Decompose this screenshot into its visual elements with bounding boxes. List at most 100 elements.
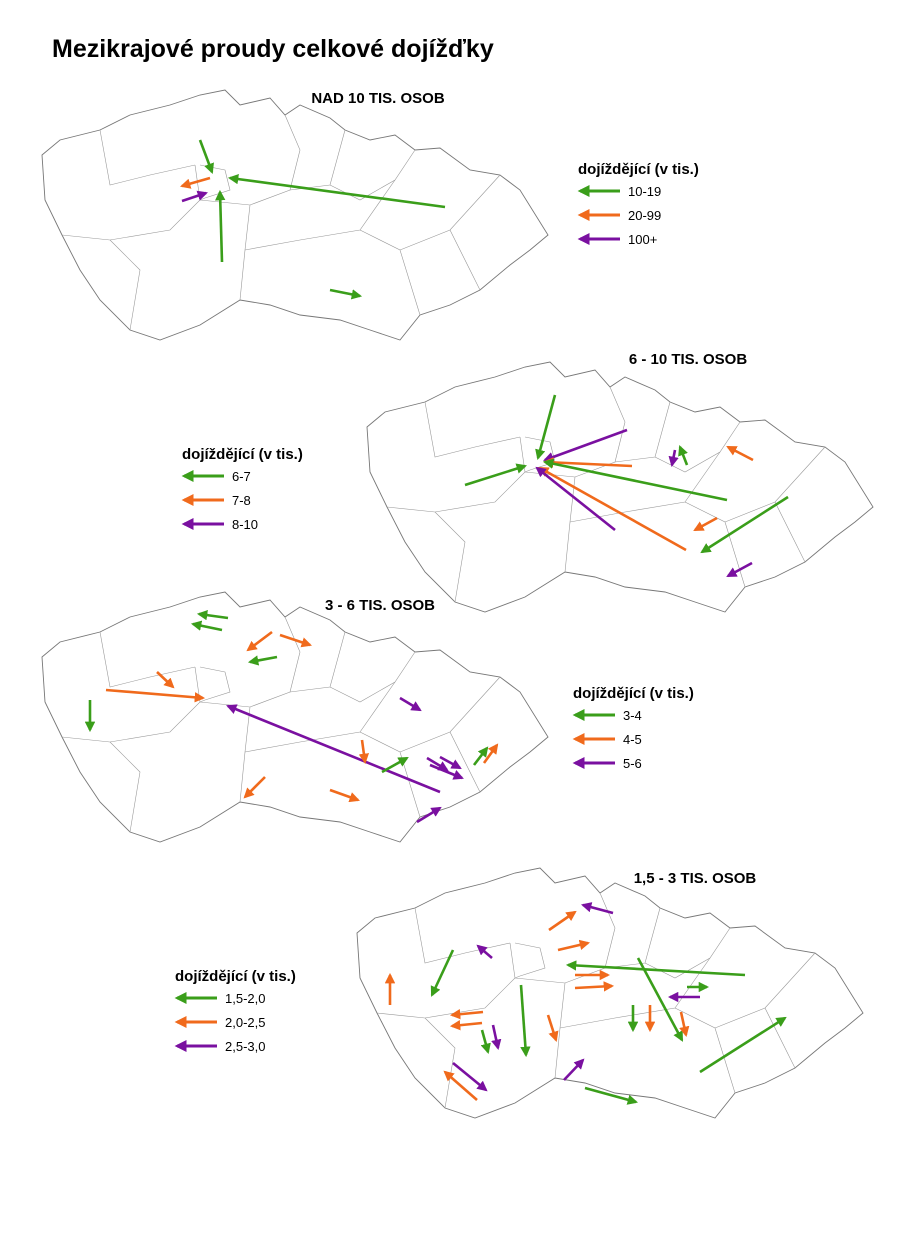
legend-item-label: 3-4: [623, 708, 642, 723]
region-border: [514, 892, 616, 984]
region-border: [449, 731, 481, 793]
legend-title: dojíždějící (v tis.): [175, 968, 296, 985]
flow-arrow-orange: [548, 910, 577, 932]
flow-arrow-green: [215, 189, 226, 263]
region-border: [289, 129, 346, 191]
country-outline: [41, 591, 549, 843]
flow-arrow-orange: [693, 516, 718, 532]
region-border: [359, 731, 421, 818]
flow-arrow-orange: [180, 176, 211, 189]
region-border: [109, 741, 141, 833]
region-border: [386, 436, 526, 513]
region-border: [199, 114, 301, 206]
region-border: [764, 1007, 796, 1069]
region-border: [654, 421, 741, 473]
legend: dojíždějící (v tis.) 10-19 20-99 100+: [577, 161, 699, 247]
flow-arrow-orange: [279, 633, 312, 648]
flow-arrow-purple: [399, 696, 422, 712]
flow-arrow-green: [196, 609, 229, 621]
flow-arrow-purple: [580, 902, 614, 915]
flow-arrow-purple: [426, 756, 449, 772]
flow-arrow-green: [678, 445, 689, 466]
region-border: [604, 907, 661, 969]
region-boundaries: [366, 361, 874, 613]
flow-arrow-orange: [358, 739, 370, 765]
flow-arrow-green: [227, 173, 446, 209]
flow-arrow-green: [535, 394, 557, 461]
flow-arrow-purple: [476, 944, 493, 959]
region-border: [774, 501, 806, 563]
flow-arrow-orange: [449, 1019, 483, 1031]
flow-arrow-green: [381, 756, 409, 774]
legend-item-label: 100+: [628, 232, 657, 247]
flow-arrow-orange: [329, 788, 360, 803]
region-border: [714, 952, 816, 1029]
flow-arrow-orange: [105, 688, 206, 703]
legend-title: dojíždějící (v tis.): [182, 446, 303, 463]
flow-arrow-purple: [439, 755, 462, 770]
flow-arrow-orange: [574, 981, 615, 992]
region-border: [329, 651, 416, 703]
flow-arrow-green: [198, 139, 214, 174]
flow-arrow-orange: [726, 445, 754, 462]
map-panel: 3 - 6 TIS. OSOB dojíždějící (v tis.) 3-4 4-…: [41, 591, 694, 843]
legend: dojíždějící (v tis.) 6-7 7-8 8-10: [181, 446, 303, 532]
region-border: [359, 229, 421, 316]
region-border: [554, 982, 566, 1079]
region-boundaries: [41, 89, 549, 341]
region-boundaries: [356, 867, 864, 1119]
flow-arrow-orange: [443, 1070, 478, 1101]
figure-title: Mezikrajové proudy celkové dojížďky: [52, 35, 494, 63]
region-border: [424, 1017, 456, 1109]
flow-arrow-purple: [543, 428, 628, 463]
country-outline: [356, 867, 864, 1119]
region-boundaries: [41, 591, 549, 843]
map-subtitle: NAD 10 TIS. OSOB: [311, 90, 445, 107]
region-border: [399, 174, 501, 251]
flow-arrow-green: [584, 1086, 639, 1105]
flow-arrow-orange: [246, 630, 273, 652]
legend-title: dojíždějící (v tis.): [573, 685, 694, 702]
map-subtitle: 6 - 10 TIS. OSOB: [629, 351, 748, 368]
legend: dojíždějící (v tis.) 1,5-2,0 2,0-2,5 2,5-3,…: [174, 968, 296, 1054]
legend-item-label: 2,0-2,5: [225, 1015, 265, 1030]
flow-arrow-orange: [557, 939, 591, 952]
flow-arrow-purple: [416, 806, 442, 824]
country-outline: [366, 361, 874, 613]
region-border: [61, 666, 201, 743]
flow-arrow-purple: [668, 449, 679, 468]
flow-arrow-green: [329, 288, 363, 300]
flow-arrow-green: [565, 960, 746, 977]
flow-arrow-purple: [181, 190, 208, 203]
flow-arrow-green: [472, 746, 489, 766]
region-border: [559, 957, 711, 1029]
country-outline: [41, 89, 549, 341]
region-border: [399, 676, 501, 753]
map-subtitle: 1,5 - 3 TIS. OSOB: [634, 870, 757, 887]
region-border: [109, 239, 141, 331]
flow-arrow-green: [700, 495, 789, 554]
region-border: [434, 511, 466, 603]
map-subtitle: 3 - 6 TIS. OSOB: [325, 597, 435, 614]
legend-item-label: 8-10: [232, 517, 258, 532]
region-border: [724, 446, 826, 523]
region-border: [239, 706, 251, 803]
flow-arrow-orange: [546, 1014, 559, 1042]
region-border: [99, 129, 196, 186]
legend-item-label: 1,5-2,0: [225, 991, 265, 1006]
flow-arrow-purple: [726, 561, 753, 578]
flow-arrow-orange: [243, 776, 266, 799]
flow-arrow-green: [480, 1029, 491, 1055]
map-panel: 1,5 - 3 TIS. OSOB dojíždějící (v tis.) 1,5…: [174, 867, 864, 1119]
flow-arrow-green: [464, 463, 527, 487]
flow-arrow-green: [542, 458, 728, 502]
legend-item-label: 10-19: [628, 184, 661, 199]
region-border: [244, 179, 396, 251]
region-border: [414, 907, 511, 964]
legend-item-label: 5-6: [623, 756, 642, 771]
flow-arrow-orange: [156, 671, 175, 689]
flow-arrow-green: [247, 655, 278, 666]
legend-item-label: 4-5: [623, 732, 642, 747]
flow-arrow-purple: [429, 763, 464, 780]
flow-arrow-orange: [449, 1009, 484, 1020]
